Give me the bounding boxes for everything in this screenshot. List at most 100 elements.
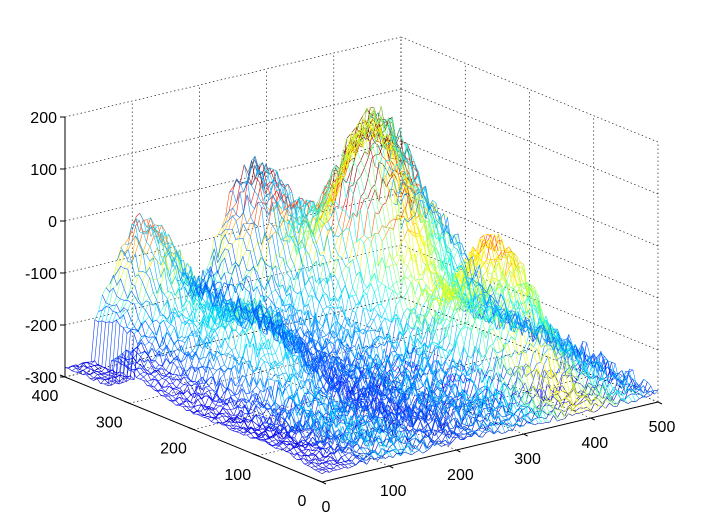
mesh-segment — [202, 269, 207, 275]
mesh-segment — [422, 261, 427, 267]
mesh-segment — [282, 257, 288, 265]
mesh-segment — [318, 309, 324, 324]
mesh-segment — [149, 291, 154, 299]
mesh-segment — [119, 300, 125, 313]
mesh-segment — [337, 273, 342, 283]
mesh-segment — [292, 227, 297, 253]
mesh-segment — [246, 223, 251, 232]
mesh-segment — [279, 257, 284, 270]
mesh-segment — [367, 236, 372, 238]
mesh-segment — [371, 184, 376, 189]
mesh-segment — [231, 284, 236, 293]
mesh-segment — [102, 287, 107, 296]
mesh-segment — [400, 204, 405, 219]
mesh-segment — [101, 322, 106, 367]
mesh-segment — [497, 240, 502, 242]
mesh-segment — [360, 167, 365, 177]
mesh-segment — [123, 310, 128, 315]
mesh-segment — [134, 271, 140, 277]
mesh-segment — [265, 163, 270, 175]
mesh-segment — [170, 327, 175, 337]
mesh-segment — [175, 392, 180, 400]
mesh-segment — [408, 230, 413, 232]
mesh-segment — [278, 284, 284, 291]
mesh-segment — [232, 214, 237, 217]
mesh-segment — [271, 265, 276, 268]
mesh-segment — [282, 299, 287, 306]
mesh-segment — [378, 161, 383, 165]
mesh-segment — [162, 368, 167, 371]
mesh-segment — [213, 327, 218, 329]
mesh-segment — [119, 314, 124, 326]
mesh-segment — [172, 374, 178, 381]
mesh-segment — [209, 336, 215, 349]
mesh-segment — [457, 249, 462, 257]
mesh-segment — [370, 212, 376, 238]
mesh-segment — [246, 194, 252, 205]
mesh-segment — [105, 321, 110, 369]
mesh-segment — [105, 304, 110, 307]
mesh-segment — [152, 299, 157, 306]
mesh-segment — [122, 333, 128, 373]
mesh-segment — [269, 169, 274, 175]
mesh-segment — [345, 186, 350, 212]
mesh-segment — [165, 376, 170, 380]
mesh-segment — [134, 296, 139, 300]
mesh-segment — [410, 155, 415, 169]
mesh-segment — [250, 222, 255, 237]
mesh-segment — [265, 199, 270, 205]
mesh-segment — [246, 250, 251, 270]
mesh-segment — [204, 396, 210, 406]
mesh-segment — [352, 241, 357, 244]
mesh-segment — [228, 190, 234, 212]
mesh-segment — [116, 278, 121, 297]
mesh-segment — [262, 162, 267, 182]
mesh-segment — [333, 281, 339, 296]
mesh-segment — [260, 361, 265, 368]
mesh-segment — [293, 248, 299, 266]
mesh-segment — [286, 277, 291, 293]
mesh-segment — [178, 284, 183, 286]
mesh-segment — [126, 349, 131, 355]
mesh-segment — [278, 275, 284, 287]
mesh-segment — [142, 242, 147, 254]
mesh-segment — [391, 351, 396, 353]
mesh-segment — [146, 224, 151, 243]
mesh-segment — [399, 276, 405, 295]
mesh-segment — [127, 302, 132, 311]
mesh-segment — [144, 342, 149, 346]
mesh-segment — [496, 351, 501, 353]
mesh-segment — [276, 179, 282, 188]
mesh-segment — [183, 384, 188, 394]
mesh-segment — [230, 395, 235, 397]
mesh-segment — [232, 425, 237, 429]
mesh-segment — [153, 279, 158, 281]
mesh-segment — [377, 257, 383, 282]
mesh-segment — [263, 332, 268, 335]
mesh-segment — [161, 379, 166, 387]
mesh-segment — [224, 242, 229, 249]
mesh-segment — [488, 347, 494, 366]
mesh-segment — [346, 133, 351, 139]
mesh-segment — [249, 343, 254, 369]
mesh-segment — [364, 197, 368, 200]
mesh-segment — [407, 255, 412, 266]
mesh-segment — [359, 243, 365, 270]
mesh-segment — [224, 220, 230, 230]
mesh-segment — [388, 285, 394, 290]
mesh-segment — [198, 382, 203, 385]
mesh-segment — [374, 260, 379, 267]
mesh-segment — [381, 267, 386, 284]
mesh-segment — [399, 297, 404, 301]
mesh-segment — [338, 178, 343, 206]
mesh-segment — [289, 315, 294, 321]
mesh-segment — [155, 364, 160, 369]
mesh-segment — [356, 238, 361, 259]
mesh-segment — [276, 188, 281, 203]
mesh-segment — [352, 275, 357, 288]
mesh-segment — [225, 192, 230, 217]
mesh-segment — [167, 285, 172, 292]
mesh-segment — [377, 283, 383, 289]
mesh-segment — [414, 282, 419, 295]
mesh-segment — [141, 310, 146, 326]
